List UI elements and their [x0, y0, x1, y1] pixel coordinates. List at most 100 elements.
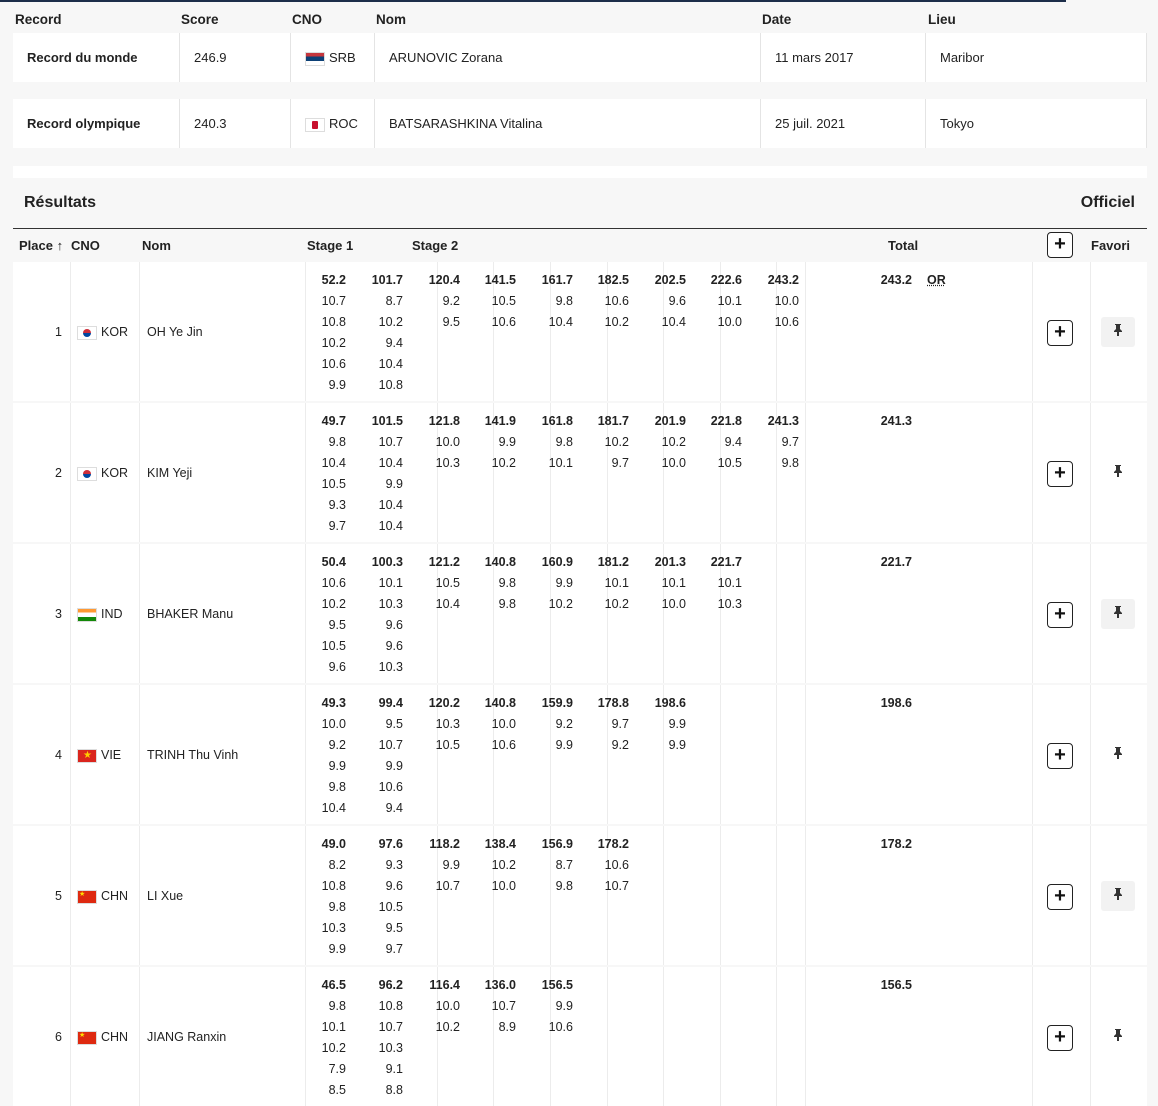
expand-row-button[interactable]: +	[1047, 320, 1073, 346]
cumulative-score: 49.3	[321, 696, 346, 710]
cumulative-score: 201.3	[654, 555, 686, 569]
stage2-shot: 10.3	[717, 597, 742, 611]
cumulative-score: 138.4	[484, 837, 516, 851]
stage2-shot: 9.7	[611, 456, 629, 470]
stage2-shot: 10.2	[661, 435, 686, 449]
stage1-shot: 9.6	[328, 660, 346, 674]
stage1-shot: 8.7	[385, 294, 403, 308]
cno: IND	[77, 607, 123, 622]
cumulative-score: 49.0	[321, 837, 346, 851]
pin-favorite-icon[interactable]	[1101, 1022, 1135, 1052]
stage1-shot: 10.8	[378, 999, 403, 1013]
expand-row-button[interactable]: +	[1047, 602, 1073, 628]
stage1-shot: 9.6	[385, 639, 403, 653]
pin-favorite-icon[interactable]	[1101, 881, 1135, 911]
stage2-shot: 10.2	[491, 456, 516, 470]
stage2-shot: 10.6	[491, 738, 516, 752]
place: 3	[55, 607, 62, 621]
stage2-shot: 9.9	[555, 576, 573, 590]
stage1-shot: 10.2	[378, 315, 403, 329]
stage2-shot: 9.5	[442, 315, 460, 329]
sort-arrow-icon[interactable]: ↑	[56, 238, 64, 253]
expand-row-button[interactable]: +	[1047, 884, 1073, 910]
stage2-shot: 9.4	[724, 435, 742, 449]
cumulative-score: 161.7	[541, 273, 573, 287]
stage1-shot: 10.5	[378, 900, 403, 914]
stage2-shot: 10.6	[604, 294, 629, 308]
stage2-shot: 9.8	[555, 435, 573, 449]
flag-ind-icon	[77, 607, 97, 622]
stage1-shot: 10.8	[378, 378, 403, 392]
header-lieu: Lieu	[928, 12, 956, 27]
cno: ★ CHN	[77, 1030, 128, 1045]
expand-row-button[interactable]: +	[1047, 1025, 1073, 1051]
record-row-olympic: Record olympique 240.3 ROC BATSARASHKINA…	[13, 99, 1147, 148]
cumulative-score: 97.6	[378, 837, 403, 851]
stage1-shot: 10.6	[321, 357, 346, 371]
records-header: Record Score CNO Nom Date Lieu	[0, 10, 1158, 30]
stage1-shot: 8.5	[328, 1083, 346, 1097]
cumulative-score: 156.5	[541, 978, 573, 992]
stage1-shot: 10.1	[378, 576, 403, 590]
athlete-name: JIANG Ranxin	[147, 1030, 227, 1044]
stage2-shot: 9.7	[611, 717, 629, 731]
stage1-shot: 10.4	[378, 498, 403, 512]
stage1-shot: 10.5	[321, 477, 346, 491]
cumulative-score: 136.0	[484, 978, 516, 992]
stage1-shot: 9.9	[328, 942, 346, 956]
pin-favorite-icon[interactable]	[1101, 317, 1135, 347]
expand-row-button[interactable]: +	[1047, 461, 1073, 487]
stage2-shot: 10.7	[604, 879, 629, 893]
stage2-shot: 9.2	[611, 738, 629, 752]
stage2-shot: 10.0	[661, 597, 686, 611]
total-score: 178.2	[880, 837, 912, 851]
pin-favorite-icon[interactable]	[1101, 458, 1135, 488]
stage1-shot: 10.7	[378, 1020, 403, 1034]
cumulative-score: 221.8	[710, 414, 742, 428]
cumulative-score: 100.3	[371, 555, 403, 569]
stage1-shot: 10.2	[321, 336, 346, 350]
flag-chn-icon: ★	[77, 1030, 97, 1045]
stage2-shot: 10.4	[435, 597, 460, 611]
stage1-shot: 10.4	[378, 456, 403, 470]
table-row: 4 ★ VIE TRINH Thu Vinh 49.3 99.4 120.2 140.8 159…	[13, 685, 1147, 824]
stage1-shot: 10.4	[321, 456, 346, 470]
record-score: 246.9	[194, 50, 227, 65]
stage1-shot: 10.7	[378, 738, 403, 752]
cumulative-score: 221.7	[710, 555, 742, 569]
record-place: Maribor	[940, 50, 985, 65]
col-stage1: Stage 1	[307, 238, 354, 253]
stage2-shot: 10.7	[435, 879, 460, 893]
stage2-shot: 10.2	[604, 435, 629, 449]
stage2-shot: 8.7	[555, 858, 573, 872]
flag-kor-icon	[77, 466, 97, 481]
stage1-shot: 10.2	[321, 1041, 346, 1055]
cumulative-score: 101.5	[371, 414, 403, 428]
stage1-shot: 10.6	[321, 576, 346, 590]
pin-favorite-icon[interactable]	[1101, 599, 1135, 629]
col-place[interactable]: Place ↑	[19, 238, 64, 253]
cno: KOR	[77, 466, 128, 481]
record-type: Record du monde	[27, 50, 138, 65]
cumulative-score: 202.5	[654, 273, 686, 287]
stage2-shot: 10.2	[548, 597, 573, 611]
stage1-shot: 9.5	[385, 717, 403, 731]
total-score: 243.2	[880, 273, 912, 287]
header-record: Record	[15, 12, 62, 27]
expand-all-button[interactable]: +	[1047, 232, 1073, 258]
table-row: 6 ★ CHN JIANG Ranxin 46.5 96.2 116.4 136.0 156.5…	[13, 967, 1147, 1106]
stage1-shot: 9.5	[385, 921, 403, 935]
cumulative-score: 96.2	[378, 978, 403, 992]
pin-favorite-icon[interactable]	[1101, 740, 1135, 770]
cno-code: CHN	[101, 1030, 129, 1044]
stage2-shot: 10.1	[661, 576, 686, 590]
total-score: 241.3	[880, 414, 912, 428]
expand-row-button[interactable]: +	[1047, 743, 1073, 769]
stage2-shot: 10.5	[491, 294, 516, 308]
stage1-shot: 9.7	[385, 942, 403, 956]
stage2-shot: 8.9	[498, 1020, 516, 1034]
stage2-shot: 9.8	[555, 294, 573, 308]
col-nom: Nom	[142, 238, 171, 253]
cumulative-score: 52.2	[321, 273, 346, 287]
record-date: 25 juil. 2021	[775, 116, 846, 131]
